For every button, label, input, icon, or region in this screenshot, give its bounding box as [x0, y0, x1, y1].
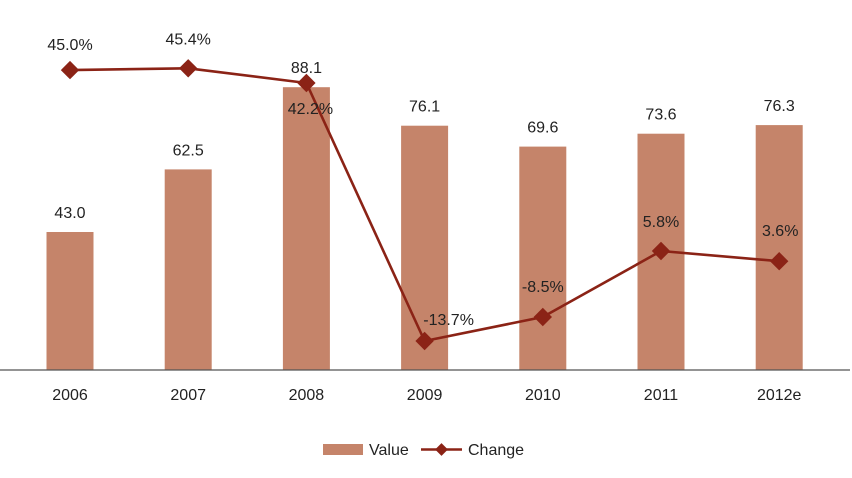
x-tick-labels: 2006 2007 2008 2009 2010 2011 2012e: [52, 387, 801, 404]
change-value-label: 45.0%: [47, 37, 92, 54]
change-value-label: 3.6%: [762, 223, 798, 240]
bar-value-label: 69.6: [527, 120, 558, 137]
x-tick-label: 2011: [644, 387, 679, 404]
bar-value-label: 88.1: [291, 60, 322, 77]
change-marker-2009: [415, 331, 434, 351]
change-value-label: -8.5%: [522, 279, 564, 296]
change-marker-2007: [179, 59, 198, 78]
change-value-label: 5.8%: [643, 214, 679, 231]
change-value-label: 45.4%: [166, 31, 211, 48]
x-tick-label: 2009: [407, 387, 443, 404]
change-value-label: 42.2%: [288, 101, 333, 118]
bar-2009: [401, 125, 449, 370]
x-tick-label: 2006: [52, 387, 88, 404]
change-marker-2011: [651, 241, 671, 261]
bar-2012e: [755, 125, 803, 370]
legend: Value Change: [323, 442, 524, 459]
bar-value-label: 73.6: [645, 107, 676, 124]
legend-change-marker: [435, 443, 448, 456]
value-data-labels: 43.0 62.5 88.1 76.1 69.6 73.6 76.3: [54, 60, 794, 222]
bar-2007: [164, 169, 212, 370]
bar-2006: [46, 232, 94, 370]
bar-value-label: 76.1: [409, 99, 440, 116]
legend-value-swatch: [323, 444, 363, 455]
bar-value-label: 62.5: [173, 142, 204, 159]
bar-2010: [519, 146, 567, 370]
change-marker-2012e: [770, 252, 789, 271]
bar-value-label: 43.0: [54, 205, 85, 222]
bar-value-label: 76.3: [764, 98, 795, 115]
change-marker-2008: [297, 73, 316, 93]
x-tick-label: 2008: [289, 387, 325, 404]
change-value-label: -13.7%: [423, 312, 474, 329]
x-tick-label: 2007: [170, 387, 206, 404]
change-data-labels: 45.0% 45.4% 42.2% -13.7% -8.5% 5.8% 3.6%: [47, 31, 798, 329]
x-tick-label: 2010: [525, 387, 561, 404]
change-marker-2006: [60, 60, 80, 80]
legend-value-label: Value: [369, 442, 409, 459]
x-tick-label: 2012e: [757, 387, 802, 404]
legend-change-label: Change: [468, 442, 524, 459]
change-line: [60, 59, 789, 351]
bar-2008: [282, 87, 330, 370]
change-marker-2010: [533, 307, 552, 327]
